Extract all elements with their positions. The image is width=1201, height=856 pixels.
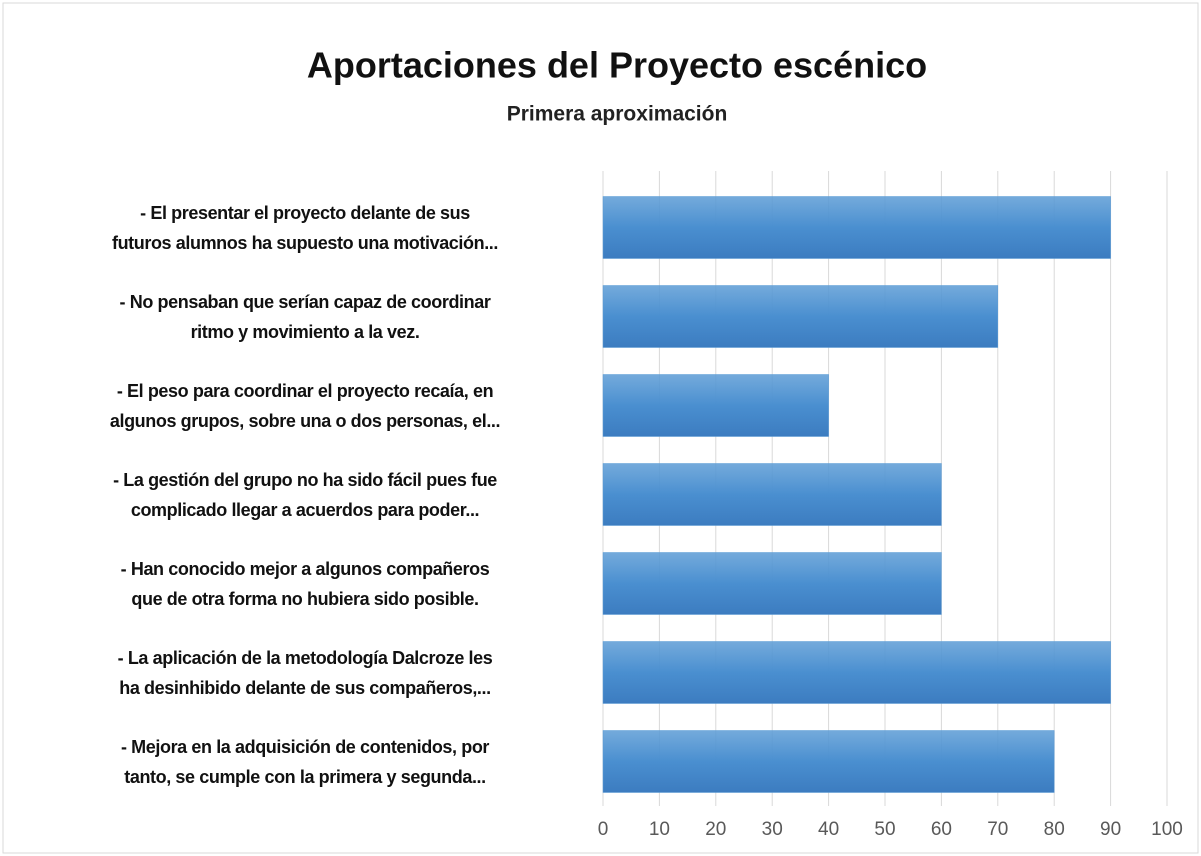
x-tick-label: 80 (1044, 819, 1065, 840)
bar (602, 641, 1111, 704)
x-tick-label: 70 (987, 819, 1008, 840)
y-tick-label: - Han conocido mejor a algunos compañero… (120, 558, 490, 609)
chart-subtitle: Primera aproximación (507, 103, 728, 126)
bar (602, 196, 1111, 259)
x-tick-label: 90 (1100, 819, 1121, 840)
bar (602, 552, 942, 615)
chart-title: Aportaciones del Proyecto escénico (307, 45, 927, 86)
x-tick-label: 40 (818, 819, 839, 840)
y-tick-label: - La aplicación de la metodología Dalcro… (117, 647, 493, 698)
bar (602, 285, 999, 348)
bar (602, 730, 1055, 793)
x-tick-label: 60 (931, 819, 952, 840)
y-tick-label: - La gestión del grupo no ha sido fácil … (113, 469, 497, 520)
x-tick-label: 0 (598, 819, 609, 840)
x-tick-label: 10 (649, 819, 670, 840)
bar (602, 463, 942, 526)
x-tick-label: 30 (762, 819, 783, 840)
x-tick-label: 50 (874, 819, 895, 840)
x-tick-label: 20 (705, 819, 726, 840)
x-tick-label: 100 (1151, 819, 1183, 840)
bar (602, 374, 829, 437)
y-tick-label: - El presentar el proyecto delante de su… (111, 202, 499, 253)
y-tick-label: - Mejora en la adquisición de contenidos… (120, 736, 490, 787)
y-tick-label: - No pensaban que serían capaz de coordi… (119, 291, 491, 342)
y-tick-label: - El peso para coordinar el proyecto rec… (109, 380, 501, 431)
